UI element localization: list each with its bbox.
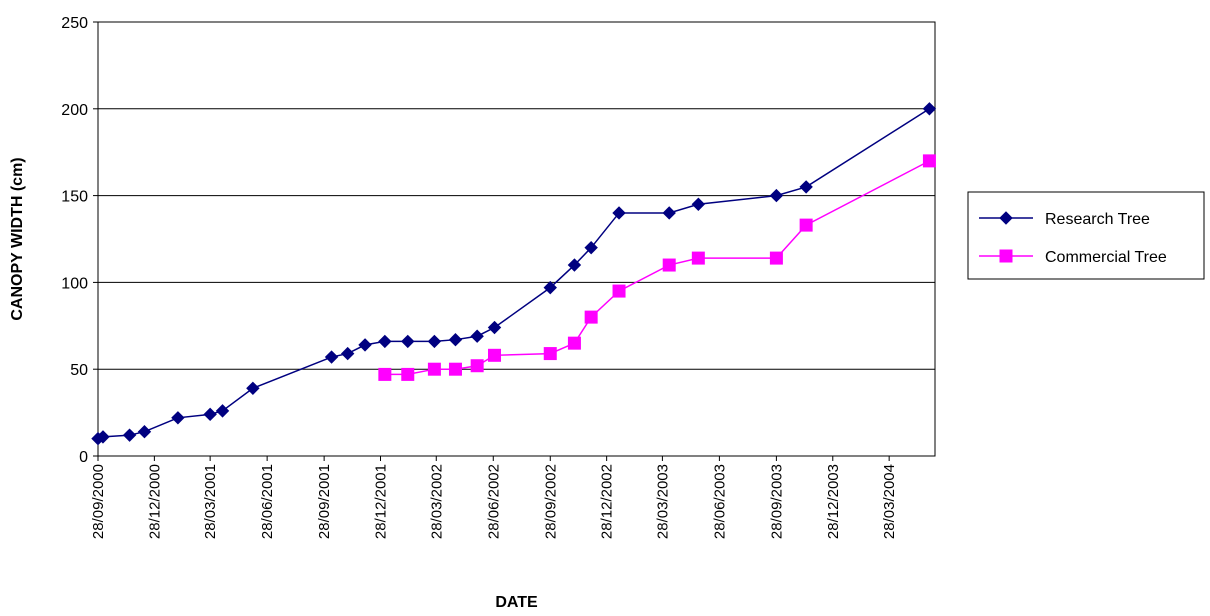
data-point bbox=[122, 428, 137, 442]
x-tick-label: 28/03/2004 bbox=[881, 464, 898, 539]
legend-marker bbox=[999, 249, 1013, 263]
x-tick-label: 28/03/2002 bbox=[428, 464, 445, 539]
series-line bbox=[384, 160, 930, 376]
data-point bbox=[584, 310, 598, 324]
x-tick-label: 28/12/2002 bbox=[599, 464, 616, 539]
x-tick-label: 28/03/2001 bbox=[202, 464, 219, 539]
data-point bbox=[340, 346, 355, 361]
legend-items: Research Tree Commercial Tree bbox=[979, 211, 1167, 266]
data-point bbox=[922, 154, 936, 168]
legend-item: Commercial Tree bbox=[979, 249, 1167, 266]
legend-item: Research Tree bbox=[979, 211, 1150, 228]
legend: Research Tree Commercial Tree bbox=[967, 191, 1205, 280]
data-point bbox=[922, 102, 937, 116]
data-point bbox=[612, 206, 626, 220]
x-tick-label: 28/09/2002 bbox=[542, 464, 559, 539]
data-point bbox=[401, 334, 415, 349]
data-point bbox=[691, 197, 706, 211]
data-point bbox=[401, 367, 415, 381]
data-point bbox=[358, 338, 372, 352]
plot-area bbox=[97, 21, 936, 457]
data-point bbox=[448, 332, 463, 347]
gridlines bbox=[98, 108, 935, 370]
legend-marker bbox=[999, 211, 1013, 225]
data-point bbox=[448, 362, 462, 376]
y-tick-label: 100 bbox=[61, 275, 88, 292]
x-axis-ticks: 28/09/2000 28/12/2000 28/03/2001 28/06/2001… bbox=[90, 456, 898, 539]
data-point bbox=[378, 334, 392, 349]
data-point bbox=[427, 362, 441, 376]
data-point bbox=[662, 258, 676, 272]
x-tick-label: 28/06/2001 bbox=[259, 464, 276, 539]
series-commercial-tree bbox=[378, 154, 936, 381]
data-point bbox=[567, 258, 582, 272]
x-tick-label: 28/06/2002 bbox=[485, 464, 502, 539]
y-axis-title: CANOPY WIDTH (cm) bbox=[9, 157, 26, 320]
data-point bbox=[470, 329, 484, 343]
data-point bbox=[378, 367, 392, 381]
x-tick-label: 28/09/2001 bbox=[316, 464, 333, 539]
data-point bbox=[203, 407, 217, 422]
y-axis-ticks: 0 50 100 150 200 250 bbox=[61, 15, 98, 466]
data-point bbox=[543, 280, 557, 295]
data-point bbox=[612, 284, 626, 298]
data-point bbox=[567, 336, 581, 350]
series-line bbox=[97, 108, 930, 440]
data-point bbox=[215, 404, 230, 418]
y-tick-label: 200 bbox=[61, 102, 88, 119]
data-point bbox=[769, 188, 784, 203]
x-tick-label: 28/12/2001 bbox=[373, 464, 390, 539]
data-point bbox=[799, 218, 813, 232]
data-point bbox=[543, 347, 557, 361]
series-layer bbox=[91, 102, 937, 446]
legend-label: Research Tree bbox=[1045, 211, 1150, 228]
x-tick-label: 28/12/2000 bbox=[146, 464, 163, 539]
data-point bbox=[487, 320, 502, 335]
x-tick-label: 28/03/2003 bbox=[654, 464, 671, 539]
x-tick-label: 28/06/2003 bbox=[711, 464, 728, 539]
x-tick-label: 28/12/2003 bbox=[825, 464, 842, 539]
legend-box bbox=[967, 191, 1205, 280]
x-tick-label: 28/09/2000 bbox=[90, 464, 107, 539]
data-point bbox=[662, 206, 676, 220]
data-point bbox=[171, 411, 185, 425]
data-point bbox=[584, 240, 598, 255]
data-point bbox=[324, 350, 339, 364]
data-point bbox=[137, 424, 152, 439]
data-point bbox=[470, 359, 484, 373]
y-tick-label: 50 bbox=[70, 362, 88, 379]
data-point bbox=[96, 430, 110, 444]
data-point bbox=[427, 334, 442, 349]
y-tick-label: 150 bbox=[61, 189, 88, 206]
data-point bbox=[691, 251, 705, 265]
x-axis-title: DATE bbox=[495, 594, 538, 611]
y-tick-label: 250 bbox=[61, 15, 88, 32]
y-tick-label: 0 bbox=[79, 449, 88, 466]
data-point bbox=[488, 348, 502, 362]
data-point bbox=[769, 251, 783, 265]
x-tick-label: 28/09/2003 bbox=[768, 464, 785, 539]
legend-label: Commercial Tree bbox=[1045, 249, 1167, 266]
data-point bbox=[246, 381, 260, 396]
data-point bbox=[799, 180, 813, 194]
series-research-tree bbox=[91, 102, 937, 446]
